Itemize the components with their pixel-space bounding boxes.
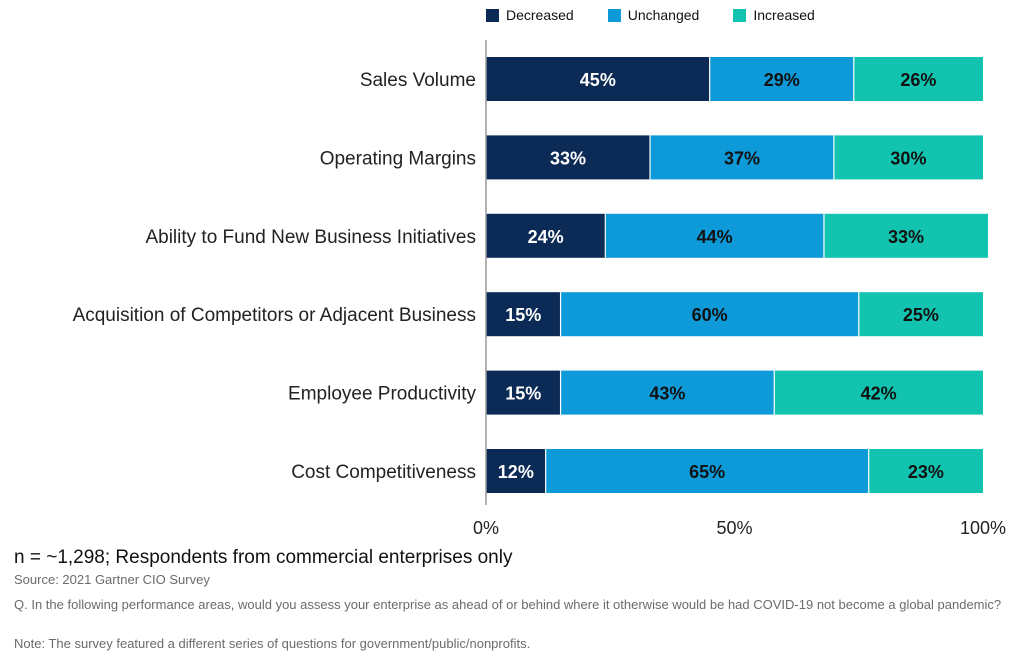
survey-question: Q. In the following performance areas, w…: [14, 597, 1002, 612]
category-label-acquisition-of-competitors-or-adjacent-business: Acquisition of Competitors or Adjacent B…: [73, 305, 476, 326]
data-label-unchanged-ability-to-fund-new-business-initiatives: 44%: [697, 227, 733, 247]
bar-increased-employee-productivity: [774, 370, 983, 415]
bar-unchanged-cost-competitiveness: [545, 449, 869, 493]
legend-label-unchanged: Unchanged: [627, 7, 700, 23]
data-label-increased-ability-to-fund-new-business-initiatives: 33%: [888, 227, 924, 247]
legend-label-decreased: Decreased: [506, 7, 574, 23]
data-label-decreased-sales-volume: 45%: [580, 70, 616, 90]
bar-increased-ability-to-fund-new-business-initiatives: [823, 213, 988, 258]
data-label-decreased-operating-margins: 33%: [550, 148, 586, 168]
bar-decreased-ability-to-fund-new-business-initiatives: [486, 213, 606, 258]
data-label-decreased-employee-productivity: 15%: [505, 384, 541, 404]
bar-increased-acquisition-of-competitors-or-adjacent-business: [858, 292, 983, 337]
data-label-decreased-acquisition-of-competitors-or-adjacent-business: 15%: [505, 305, 541, 325]
bar-unchanged-operating-margins: [650, 135, 834, 180]
legend-item-unchanged: Unchanged: [607, 7, 700, 23]
data-label-decreased-cost-competitiveness: 12%: [498, 462, 534, 482]
data-label-increased-sales-volume: 26%: [900, 70, 936, 90]
bar-increased-cost-competitiveness: [868, 449, 983, 493]
category-label-cost-competitiveness: Cost Competitiveness: [291, 462, 476, 483]
data-label-unchanged-operating-margins: 37%: [724, 148, 760, 168]
category-label-employee-productivity: Employee Productivity: [288, 384, 476, 405]
x-tick-label-100: 100%: [960, 518, 1006, 538]
category-label-ability-to-fund-new-business-initiatives: Ability to Fund New Business Initiatives: [145, 227, 476, 248]
category-label-sales-volume: Sales Volume: [360, 70, 476, 91]
legend-swatch-unchanged: [607, 8, 621, 22]
legend-swatch-decreased: [486, 8, 499, 22]
footnote: Note: The survey featured a different se…: [14, 636, 531, 651]
bar-increased-sales-volume: [853, 57, 983, 101]
stacked-bar-chart: Sales Volume 45% 29% 26% Operating Margins 33…: [73, 40, 1006, 538]
bar-increased-operating-margins: [833, 135, 983, 180]
legend-item-decreased: Decreased: [486, 7, 574, 23]
x-tick-label-50: 50%: [716, 518, 752, 538]
x-tick-label-0: 0%: [473, 518, 499, 538]
data-label-unchanged-cost-competitiveness: 65%: [689, 462, 725, 482]
bar-decreased-acquisition-of-competitors-or-adjacent-business: [486, 292, 561, 337]
data-label-increased-acquisition-of-competitors-or-adjacent-business: 25%: [903, 305, 939, 325]
bar-decreased-operating-margins: [486, 135, 651, 180]
source-note: Source: 2021 Gartner CIO Survey: [14, 572, 210, 587]
data-label-unchanged-employee-productivity: 43%: [649, 384, 685, 404]
data-label-decreased-ability-to-fund-new-business-initiatives: 24%: [528, 227, 564, 247]
bar-decreased-cost-competitiveness: [486, 449, 546, 493]
data-label-unchanged-acquisition-of-competitors-or-adjacent-business: 60%: [692, 305, 728, 325]
bar-decreased-employee-productivity: [486, 370, 561, 415]
legend-label-increased: Increased: [753, 7, 815, 23]
data-label-increased-employee-productivity: 42%: [861, 384, 897, 404]
data-label-increased-operating-margins: 30%: [890, 148, 926, 168]
legend-item-increased: Increased: [733, 7, 815, 23]
legend-swatch-increased: [733, 8, 747, 22]
bar-unchanged-employee-productivity: [560, 370, 775, 415]
category-label-operating-margins: Operating Margins: [320, 148, 476, 169]
bar-unchanged-acquisition-of-competitors-or-adjacent-business: [560, 292, 859, 337]
bar-decreased-sales-volume: [486, 57, 710, 101]
data-label-unchanged-sales-volume: 29%: [764, 70, 800, 90]
bar-unchanged-sales-volume: [709, 57, 854, 101]
bar-unchanged-ability-to-fund-new-business-initiatives: [605, 213, 824, 258]
sample-size-note: n = ~1,298; Respondents from commercial …: [14, 547, 513, 568]
chart-legend: Decreased Unchanged Increased: [486, 7, 849, 23]
data-label-increased-cost-competitiveness: 23%: [908, 462, 944, 482]
